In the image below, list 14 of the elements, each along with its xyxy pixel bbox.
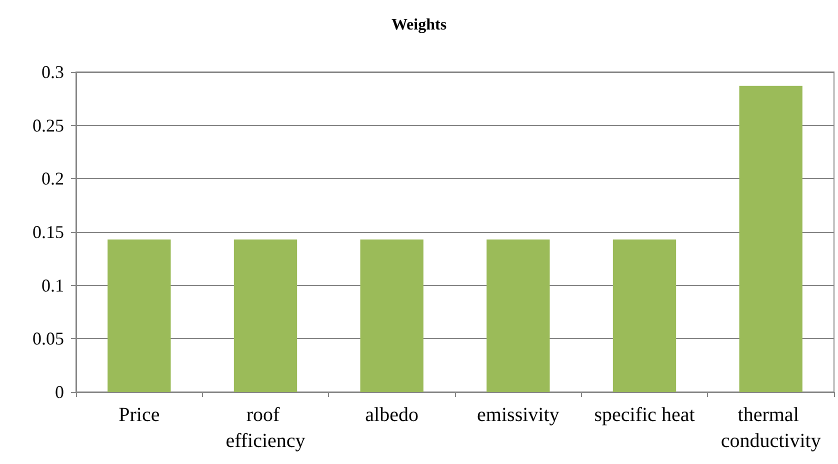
chart-title: Weights [391, 16, 447, 34]
x-tick-label: specific heat [594, 404, 696, 426]
y-tick-label: 0.1 [42, 275, 64, 296]
x-tick-label: albedo [365, 404, 418, 426]
y-tick-label: 0.25 [32, 115, 64, 136]
y-tick-label: 0.3 [42, 62, 64, 82]
y-tick-label: 0.2 [42, 168, 64, 189]
y-tick-label: 0.05 [32, 328, 64, 349]
x-tick-label: thermal conductivity [720, 404, 821, 452]
y-tick-label: 0 [55, 382, 64, 402]
x-tick-label: roof efficiency [226, 404, 306, 452]
x-tick-label: Price [118, 404, 160, 426]
y-tick-label: 0.15 [32, 222, 64, 242]
x-tick-label: emissivity [477, 404, 560, 426]
